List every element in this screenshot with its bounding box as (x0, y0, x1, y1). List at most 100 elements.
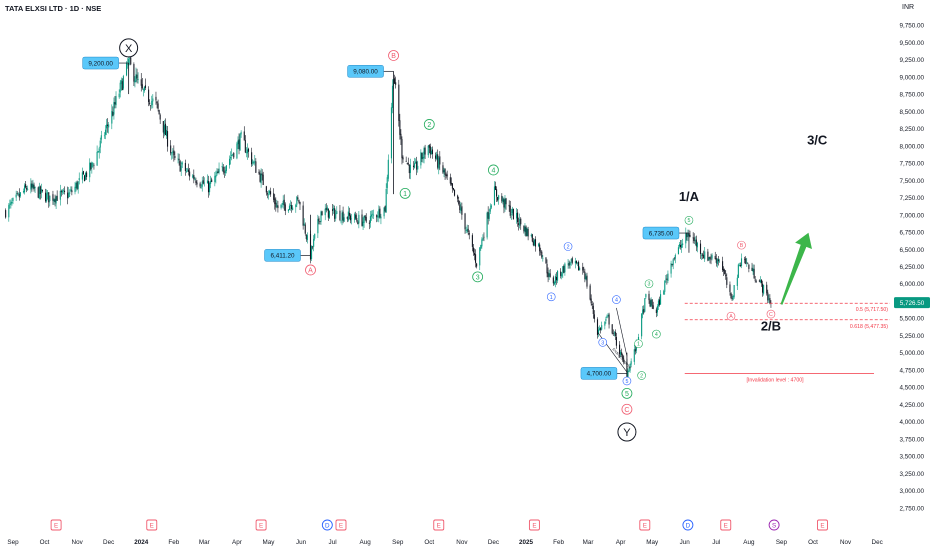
event-marker[interactable]: E (50, 519, 62, 531)
event-marker[interactable]: E (433, 519, 445, 531)
candle (686, 232, 688, 241)
candle (354, 212, 356, 223)
event-marker[interactable]: E (255, 519, 267, 531)
candle (333, 204, 335, 214)
candle-body (24, 185, 26, 193)
candle (291, 201, 293, 213)
event-marker[interactable]: S (768, 519, 780, 531)
candle (77, 181, 79, 194)
candle-body (140, 79, 142, 86)
candle-body (156, 101, 158, 104)
invalidation-label: [Invalidation level : 4700] (746, 377, 804, 383)
y-axis: 9,750.00 9,500.00 9,250.00 9,000.00 8,750.00… (899, 23, 924, 513)
wave-label-text: 1 (550, 295, 553, 301)
candle (571, 256, 573, 265)
candle (483, 232, 485, 242)
candle (515, 208, 518, 224)
candle (81, 167, 83, 184)
candle-body (467, 228, 469, 233)
candle-body (53, 199, 55, 202)
candle (221, 162, 223, 172)
candle (184, 159, 186, 176)
candle (215, 170, 217, 184)
candle (480, 244, 482, 251)
event-marker[interactable]: D (321, 519, 333, 531)
candle-body (429, 146, 431, 155)
candle (171, 152, 173, 160)
candle-body (494, 186, 497, 191)
candle-body (752, 268, 754, 272)
candle-body (623, 359, 625, 363)
candle-body (78, 178, 80, 181)
candle (199, 181, 201, 189)
candle (510, 208, 512, 220)
candle (369, 210, 371, 228)
wave-label-circle (388, 50, 399, 61)
event-marker[interactable]: E (335, 519, 347, 531)
candle (599, 325, 601, 331)
price-label-text: 9,080.00 (353, 69, 378, 76)
candle-body (619, 344, 621, 355)
candle-body (569, 261, 571, 266)
candle-body (512, 208, 514, 220)
candle-body (736, 277, 738, 286)
event-marker[interactable]: E (146, 519, 158, 531)
candle-body (260, 173, 262, 184)
candle (751, 262, 753, 272)
wave-label-circle (726, 311, 736, 321)
candle-body (299, 201, 301, 205)
event-marker[interactable]: E (528, 519, 540, 531)
candle (564, 262, 566, 276)
candle-body (416, 161, 418, 170)
candle (758, 279, 760, 283)
candle (759, 276, 761, 284)
candle (362, 217, 364, 231)
candle-body (103, 135, 106, 137)
candle-body (730, 292, 732, 298)
candle (144, 78, 147, 90)
candle (143, 86, 145, 93)
candle-body (192, 175, 194, 178)
candle-body (471, 235, 473, 247)
candle (10, 199, 12, 209)
candle (450, 177, 452, 186)
candle (289, 200, 292, 211)
x-tick-label: Apr (232, 539, 242, 546)
wave-label-text: 3 (648, 282, 651, 288)
event-marker[interactable]: D (682, 519, 694, 531)
candle (121, 78, 123, 91)
event-marker[interactable]: E (720, 519, 732, 531)
candle (737, 263, 739, 279)
candle (446, 170, 448, 180)
candle-body (567, 263, 569, 265)
candle (298, 199, 300, 204)
candle-body (255, 161, 257, 173)
candle (18, 188, 20, 201)
candle (539, 242, 541, 256)
candle-body (82, 171, 84, 175)
candle-body (716, 259, 718, 265)
candle (752, 264, 754, 275)
candle (297, 194, 299, 201)
candle-body (656, 306, 658, 313)
candle (605, 316, 607, 324)
candle (303, 218, 305, 226)
event-marker[interactable]: E (817, 519, 828, 531)
candle-body (708, 257, 710, 261)
event-marker[interactable]: E (639, 519, 651, 531)
candle (282, 195, 284, 209)
candle (328, 210, 330, 219)
candle (179, 159, 181, 172)
candle (119, 80, 121, 98)
candle (292, 205, 294, 211)
candle-body (398, 84, 400, 121)
candle-body (409, 164, 411, 173)
candle-body (380, 216, 382, 219)
candle (479, 247, 481, 271)
candle-body (297, 197, 299, 199)
candle-body (739, 265, 742, 266)
candle (253, 160, 255, 165)
candle-body (209, 182, 211, 193)
candle-body (622, 354, 624, 360)
